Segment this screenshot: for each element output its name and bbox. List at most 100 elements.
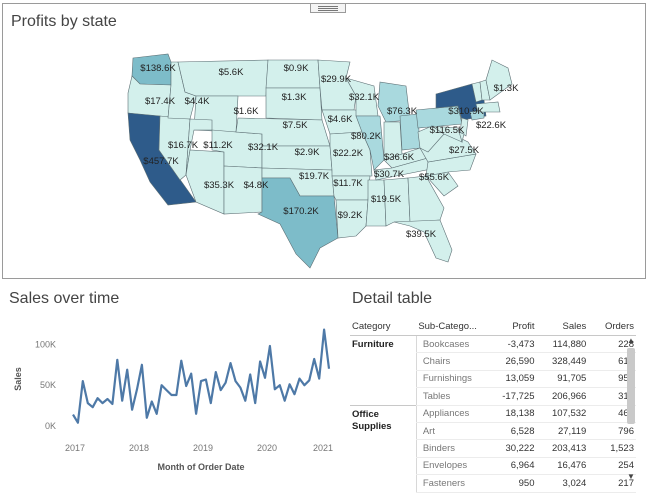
state-profit-label: $116.5K	[430, 125, 465, 136]
sales-chart-title: Sales over time	[9, 290, 120, 307]
orders-cell: 254	[588, 457, 636, 476]
sales-cell: 107,532	[536, 404, 589, 423]
state-mi[interactable]	[377, 81, 411, 123]
state-profit-label: $76.3K	[387, 106, 418, 117]
state-profit-label: $9.2K	[338, 210, 363, 221]
map-title: Profits by state	[11, 13, 117, 30]
column-header-subcategory[interactable]: Sub-Catego...	[416, 318, 485, 336]
table-row[interactable]: Furniture Bookcases -3,473 114,880 228	[350, 335, 636, 354]
us-profit-map[interactable]: $138.6K $5.6K $0.9K $29.9K $1.3K $17.4K $4.4K $…	[0, 0, 652, 282]
state-profit-label: $4.8K	[244, 180, 269, 191]
detail-table[interactable]: Category Sub-Catego... Profit Sales Orde…	[350, 318, 636, 493]
state-profit-label: $19.5K	[371, 194, 402, 205]
state-ms[interactable]	[365, 179, 387, 227]
table-row[interactable]: Furnishings 13,059 91,705 957	[350, 370, 636, 389]
table-header-row: Category Sub-Catego... Profit Sales Orde…	[350, 318, 636, 336]
state-profit-label: $11.7K	[333, 178, 363, 189]
orders-cell: 1,523	[588, 439, 636, 458]
state-profit-label: $170.2K	[283, 206, 319, 217]
sales-cell: 203,413	[536, 439, 589, 458]
table-row[interactable]: Office Supplies Appliances 18,138 107,53…	[350, 404, 636, 493]
subcategory-cell: Fasteners	[415, 474, 485, 493]
column-header-sales[interactable]: Sales	[536, 318, 589, 336]
orders-cell: 796	[588, 422, 636, 441]
detail-table-title: Detail table	[352, 290, 433, 307]
state-mt[interactable]	[177, 59, 269, 97]
sales-series-line[interactable]	[72, 328, 331, 424]
table-row[interactable]: Chairs 26,590 328,449 617	[350, 352, 636, 371]
y-tick-label: 0K	[45, 421, 56, 431]
state-profit-label: $11.2K	[203, 140, 233, 151]
category-cell: Office Supplies	[350, 404, 417, 493]
state-profit-label: $36.6K	[384, 152, 415, 163]
orders-cell: 617	[588, 352, 636, 371]
state-ma[interactable]	[475, 101, 501, 113]
profit-cell: 30,222	[484, 439, 537, 458]
x-tick-label: 2020	[257, 443, 277, 453]
state-mn[interactable]	[317, 59, 357, 111]
orders-cell: 228	[588, 335, 636, 354]
state-profit-label: $55.6K	[419, 172, 450, 183]
x-axis-title: Month of Order Date	[158, 462, 245, 472]
column-header-orders[interactable]: Orders	[588, 318, 636, 336]
state-md[interactable]	[430, 125, 463, 143]
profit-cell: 950	[484, 474, 537, 493]
profit-cell: 6,964	[484, 457, 537, 476]
subcategory-cell: Bookcases	[415, 335, 485, 354]
x-tick-label: 2019	[193, 443, 213, 453]
state-tx[interactable]	[257, 177, 339, 269]
state-profit-label: $4.4K	[185, 96, 210, 107]
column-header-profit[interactable]: Profit	[484, 318, 537, 336]
state-nj[interactable]	[459, 117, 469, 137]
state-profit-label: $19.7K	[299, 171, 330, 182]
state-profit-label: $457.7K	[143, 156, 179, 167]
state-ga[interactable]	[407, 175, 445, 223]
y-tick-label: 50K	[40, 380, 56, 390]
x-tick-label: 2018	[129, 443, 149, 453]
sales-line-chart[interactable]: 100K 50K 0K 2017 2018 2019 2020 2021 Sales Month …	[0, 310, 345, 490]
drag-handle-icon[interactable]	[310, 4, 346, 13]
table-scrollbar[interactable]: ▲ ▼	[626, 336, 636, 482]
column-header-category[interactable]: Category	[350, 318, 417, 336]
state-profit-label: $29.9K	[321, 74, 352, 85]
scroll-down-arrow-icon[interactable]: ▼	[627, 472, 635, 481]
y-axis-title: Sales	[13, 367, 23, 391]
state-profit-label: $35.3K	[204, 180, 235, 191]
profit-cell: 26,590	[484, 352, 537, 371]
table-row[interactable]: Envelopes 6,964 16,476 254	[350, 457, 636, 476]
subcategory-cell: Tables	[415, 387, 485, 406]
state-profit-label: $39.5K	[406, 229, 437, 240]
state-fl[interactable]	[393, 219, 453, 263]
state-profit-label: $2.9K	[295, 147, 320, 158]
state-profit-label: $5.6K	[219, 67, 244, 78]
sales-cell: 16,476	[536, 457, 589, 476]
sales-cell: 328,449	[536, 352, 589, 371]
state-profit-label: $1.3K	[282, 92, 307, 103]
orders-cell: 466	[588, 404, 636, 423]
profit-cell: 6,528	[484, 422, 537, 441]
state-profit-label: $80.2K	[351, 131, 382, 142]
state-profit-label: $1.3K	[494, 83, 519, 94]
scroll-up-arrow-icon[interactable]: ▲	[627, 336, 635, 345]
state-profit-label: $138.6K	[140, 63, 176, 74]
orders-cell: 957	[588, 370, 636, 389]
profit-cell: 18,138	[484, 404, 537, 423]
subcategory-cell: Art	[415, 422, 485, 441]
subcategory-cell: Envelopes	[415, 457, 485, 476]
state-profit-label: $17.4K	[145, 96, 176, 107]
state-la[interactable]	[335, 199, 369, 239]
state-me[interactable]	[485, 59, 513, 101]
scroll-thumb[interactable]	[627, 348, 635, 424]
subcategory-cell: Appliances	[415, 404, 485, 423]
table-row[interactable]: Binders 30,222 203,413 1,523	[350, 439, 636, 458]
sales-cell: 27,119	[536, 422, 589, 441]
state-profit-label: $1.6K	[234, 106, 259, 117]
subcategory-cell: Furnishings	[415, 370, 485, 389]
state-profit-label: $22.2K	[333, 148, 364, 159]
sales-cell: 114,880	[536, 335, 589, 354]
table-row[interactable]: Fasteners 950 3,024 217	[350, 474, 636, 493]
state-profit-label: $30.7K	[374, 169, 405, 180]
state-profit-label: $7.5K	[283, 120, 308, 131]
state-profit-label: $0.9K	[284, 63, 309, 74]
table-row[interactable]: Art 6,528 27,119 796	[350, 422, 636, 441]
